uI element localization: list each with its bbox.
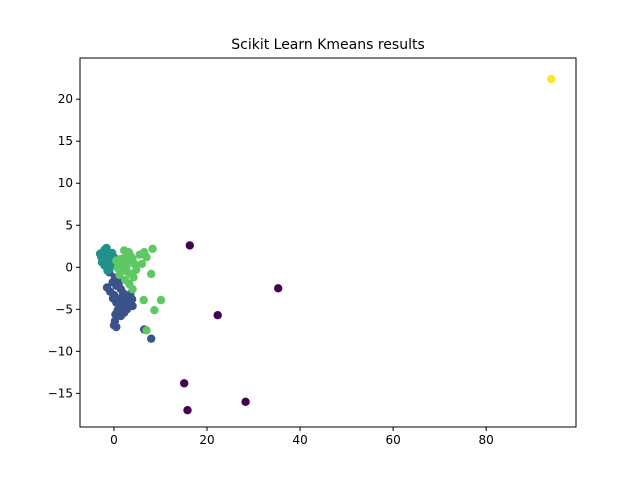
scatter-point xyxy=(132,265,141,274)
x-axis: 0 20 40 60 80 xyxy=(110,427,494,447)
scatter-point xyxy=(137,259,147,269)
scatter-point xyxy=(120,308,129,317)
scatter-point xyxy=(122,262,131,271)
y-axis: −15 −10 −5 0 5 10 15 20 xyxy=(48,92,80,400)
scatter-point xyxy=(139,295,148,305)
scatter-point xyxy=(147,334,156,343)
scatter-point xyxy=(180,379,189,388)
plot-frame xyxy=(79,57,577,428)
scatter-point xyxy=(156,295,166,305)
y-tick-label: −15 xyxy=(48,386,73,400)
scatter-point xyxy=(129,273,138,282)
scatter-point xyxy=(113,263,122,273)
scatter-point xyxy=(142,253,151,262)
scatter-point xyxy=(547,74,556,84)
x-tick-label: 60 xyxy=(386,433,401,447)
scatter-point xyxy=(142,326,151,335)
y-tick-label: 0 xyxy=(65,260,73,274)
scatter-point xyxy=(183,406,192,415)
x-tick-label: 80 xyxy=(479,433,494,447)
scatter-point xyxy=(102,243,111,253)
scatter-point xyxy=(274,284,283,293)
scatter-point xyxy=(148,244,157,253)
scatter-point xyxy=(100,261,109,270)
scatter-point xyxy=(124,248,134,257)
y-tick-label: −10 xyxy=(48,344,73,358)
chart-title: Scikit Learn Kmeans results xyxy=(231,37,425,53)
scatter-point xyxy=(112,322,121,332)
y-tick-label: −5 xyxy=(55,302,73,316)
y-tick-label: 20 xyxy=(58,92,73,106)
y-tick-label: 5 xyxy=(65,218,73,232)
scatter-point xyxy=(150,306,159,315)
x-tick-label: 0 xyxy=(110,433,118,447)
scatter-point xyxy=(128,285,137,294)
x-tick-label: 20 xyxy=(199,433,214,447)
scatter-point xyxy=(108,294,118,303)
scatter-point xyxy=(135,250,144,259)
scatter-point xyxy=(114,279,123,289)
scatter-point xyxy=(115,270,124,280)
y-tick-label: 15 xyxy=(58,134,73,148)
x-tick-label: 40 xyxy=(292,433,307,447)
scatter-point xyxy=(128,301,137,311)
scatter-point xyxy=(213,311,222,320)
points-layer xyxy=(95,74,556,415)
scatter-point xyxy=(241,397,250,406)
scatter-point xyxy=(147,269,156,279)
y-tick-label: 10 xyxy=(58,176,73,190)
scatter-point xyxy=(102,283,112,292)
scatter-point xyxy=(185,241,194,250)
